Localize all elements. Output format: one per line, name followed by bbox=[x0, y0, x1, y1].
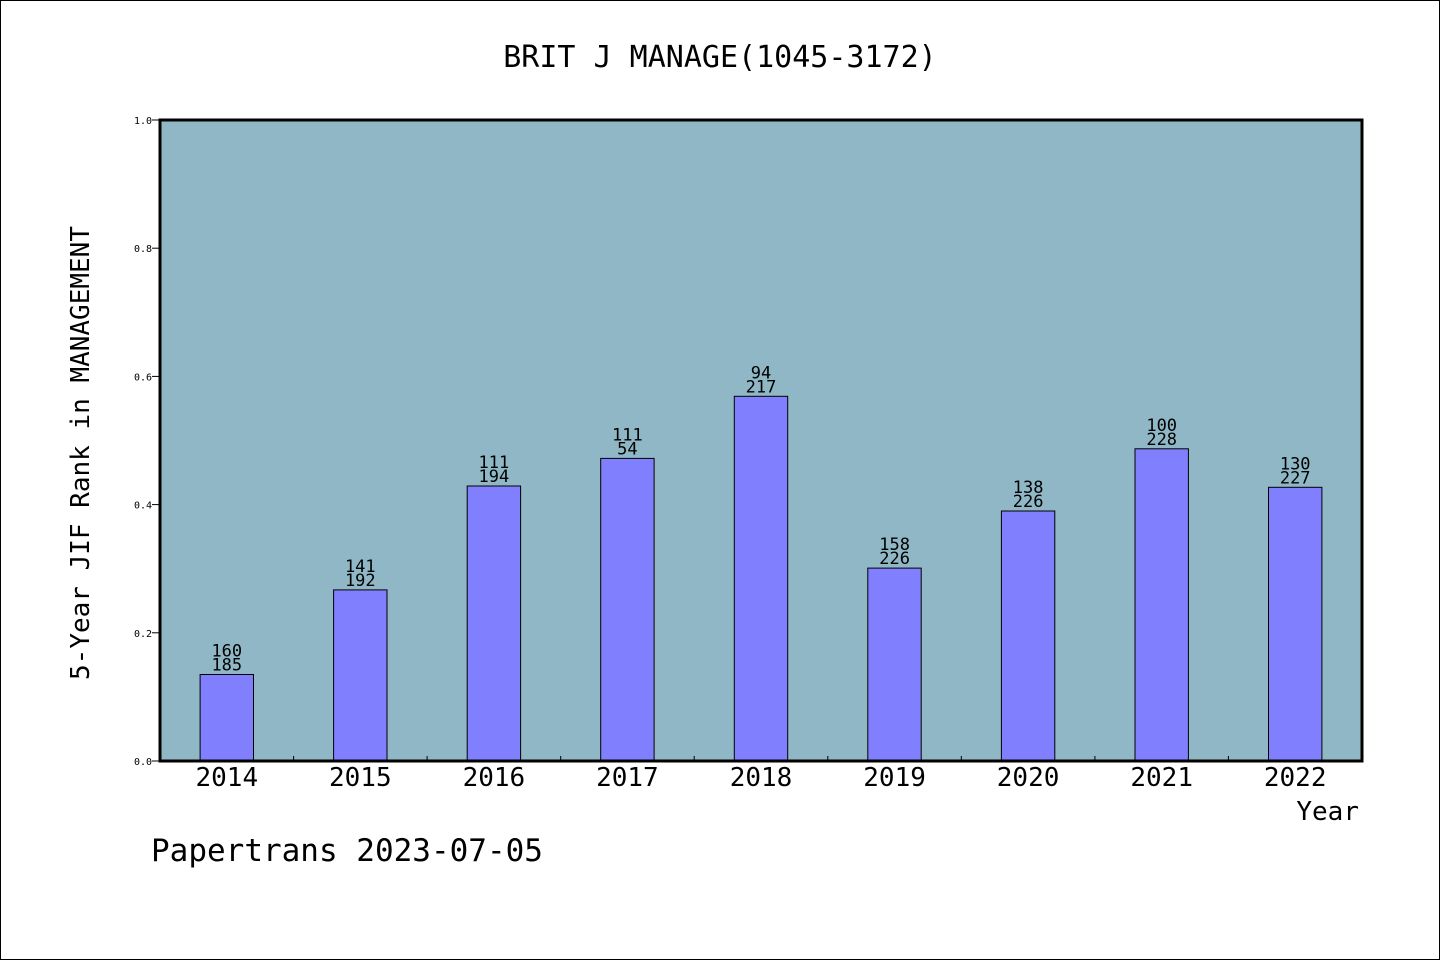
footer-note: Papertrans 2023-07-05 bbox=[151, 833, 543, 869]
x-tick-label-2014: 2014 bbox=[195, 763, 258, 793]
y-tick-label-0.8: 0.8 bbox=[134, 244, 152, 255]
x-tick-label-2017: 2017 bbox=[596, 763, 659, 793]
y-axis: 0.0 0.2 0.4 0.6 0.8 1.0 bbox=[134, 116, 160, 768]
plot-border bbox=[158, 118, 1364, 763]
rank-label-2021: 100 bbox=[1146, 416, 1177, 436]
bar-2014 bbox=[199, 674, 255, 762]
bar-2016 bbox=[466, 485, 522, 762]
total-label-2017: 54 bbox=[617, 439, 637, 459]
total-label-2016: 194 bbox=[479, 467, 510, 487]
x-tick-label-2015: 2015 bbox=[329, 763, 392, 793]
total-label-2022: 227 bbox=[1280, 468, 1311, 488]
x-axis-label: Year bbox=[1296, 797, 1359, 827]
x-tick-label-2020: 2020 bbox=[997, 763, 1060, 793]
bar-2021 bbox=[1134, 448, 1189, 762]
y-tick-label-0.0: 0.0 bbox=[134, 757, 152, 768]
rank-label-2019: 158 bbox=[879, 535, 910, 555]
bar-2018 bbox=[733, 395, 789, 762]
rank-label-2014: 160 bbox=[211, 642, 242, 662]
rank-label-2020: 138 bbox=[1013, 478, 1044, 498]
total-label-2018: 217 bbox=[746, 377, 777, 397]
x-tick-label-2021: 2021 bbox=[1130, 763, 1193, 793]
total-label-2020: 226 bbox=[1013, 492, 1044, 512]
x-tick-label-2018: 2018 bbox=[730, 763, 793, 793]
rank-label-2022: 130 bbox=[1280, 454, 1311, 474]
bar-2015 bbox=[333, 589, 388, 762]
rank-label-2016: 111 bbox=[479, 453, 510, 473]
chart-title: BRIT J MANAGE(1045-3172) bbox=[503, 40, 936, 75]
rank-label-2015: 141 bbox=[345, 557, 376, 577]
total-label-2014: 185 bbox=[211, 656, 242, 676]
total-label-2021: 228 bbox=[1146, 430, 1177, 450]
total-label-2015: 192 bbox=[345, 571, 376, 591]
bar-2022 bbox=[1268, 486, 1323, 762]
rank-label-2017: 111 bbox=[612, 425, 643, 445]
y-tick-label-0.6: 0.6 bbox=[134, 372, 152, 383]
y-tick-label-1.0: 1.0 bbox=[134, 116, 152, 127]
y-axis-label: 5-Year JIF Rank in MANAGEMENT bbox=[66, 226, 96, 680]
bar-2020 bbox=[1000, 510, 1056, 762]
y-tick-label-0.2: 0.2 bbox=[134, 629, 152, 640]
x-tick-label-2019: 2019 bbox=[863, 763, 926, 793]
total-label-2019: 226 bbox=[879, 549, 910, 569]
rank-label-2018: 94 bbox=[751, 363, 771, 383]
bar-2019 bbox=[867, 567, 922, 762]
bar-labels-group: 1601851411921111941115494217158226138226… bbox=[211, 363, 1310, 675]
x-tick-label-2022: 2022 bbox=[1264, 763, 1327, 793]
bars-group bbox=[199, 395, 1323, 762]
x-axis: 2014 2015 2016 2017 2018 2019 2020 2021 2022 bbox=[195, 756, 1327, 793]
bar-2017 bbox=[600, 457, 655, 762]
y-tick-label-0.4: 0.4 bbox=[134, 501, 152, 512]
x-tick-label-2016: 2016 bbox=[463, 763, 526, 793]
